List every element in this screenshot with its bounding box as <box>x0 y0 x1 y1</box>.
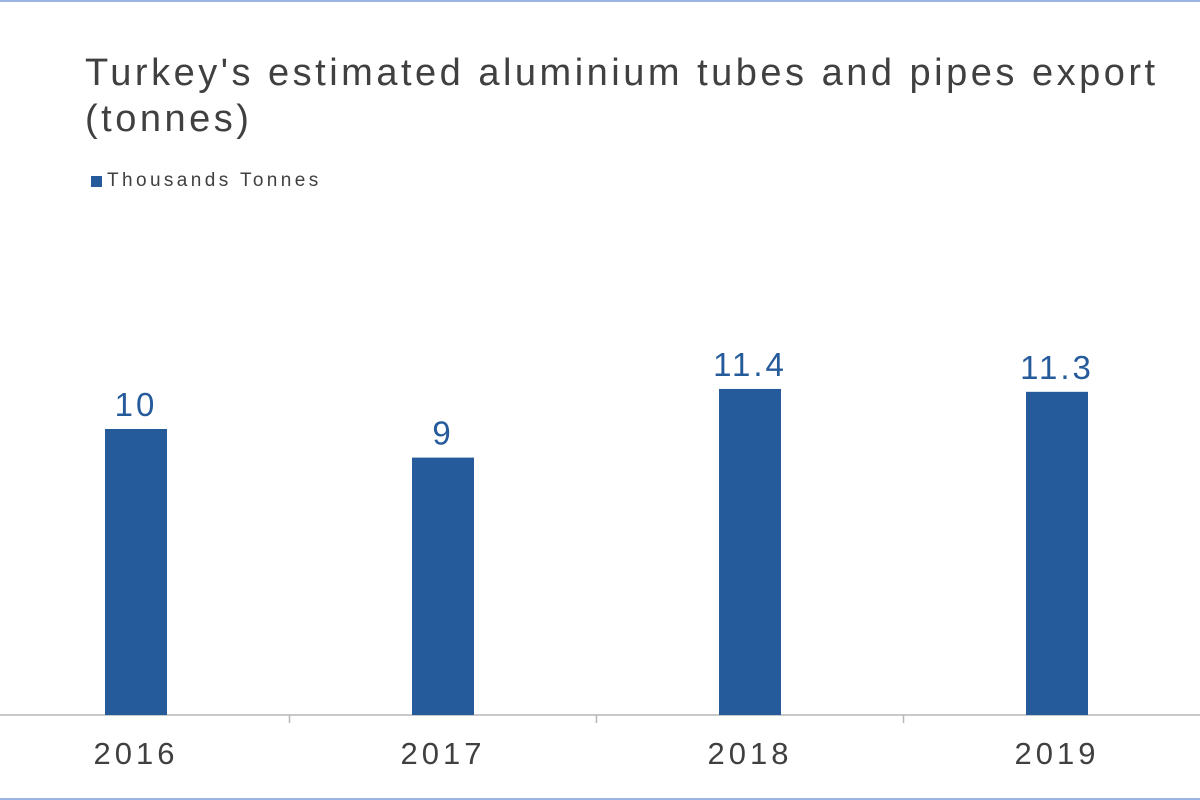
x-tick-label: 2019 <box>1015 736 1100 771</box>
bar-2018 <box>719 388 781 715</box>
chart-legend: Thousands Tonnes <box>91 170 322 191</box>
bar-2019 <box>1026 391 1088 715</box>
legend-swatch <box>91 175 102 187</box>
x-tick-label: 2017 <box>401 736 486 771</box>
legend-label: Thousands Tonnes <box>107 170 322 191</box>
data-label: 10 <box>115 386 158 423</box>
x-tick-label: 2018 <box>708 736 793 771</box>
x-tick-label: 2016 <box>94 736 179 771</box>
data-label: 9 <box>432 415 453 452</box>
data-label: 11.3 <box>1020 349 1094 386</box>
chart-title: Turkey's estimated aluminium tubes and p… <box>85 52 1159 140</box>
bar-2016 <box>105 429 167 715</box>
bar-2017 <box>412 457 474 715</box>
data-label: 11.4 <box>713 346 787 383</box>
